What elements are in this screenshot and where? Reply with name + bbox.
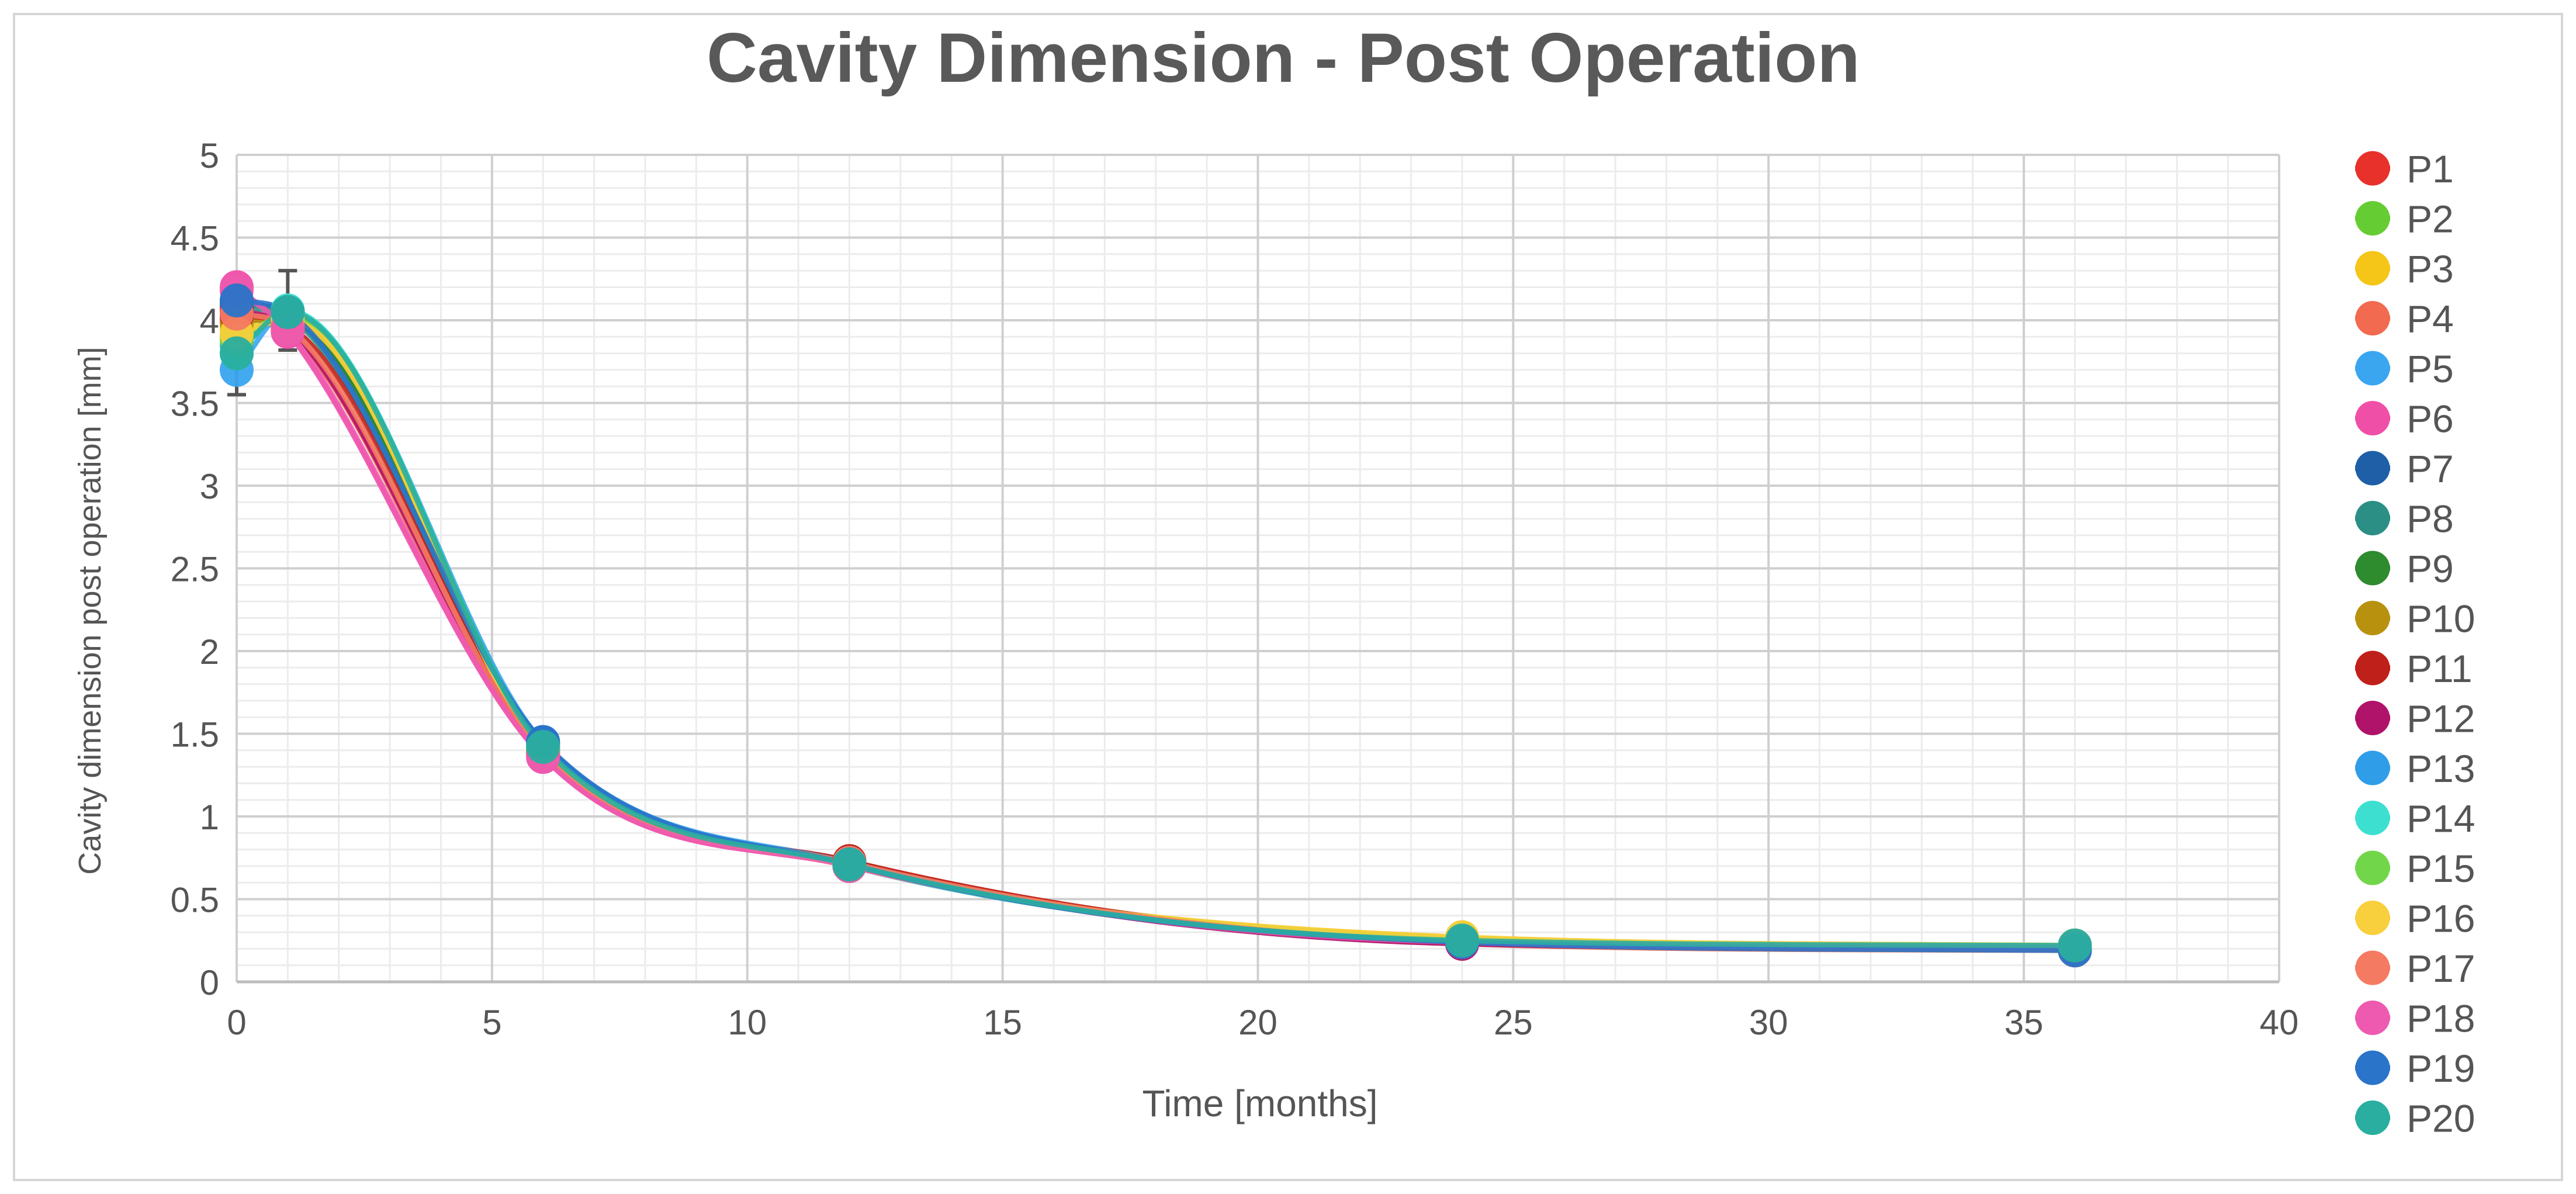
legend-label-p15: P15 bbox=[2407, 847, 2475, 890]
legend-label-p19: P19 bbox=[2407, 1047, 2475, 1090]
legend-marker-p5 bbox=[2355, 351, 2390, 386]
legend: P1 P2 P3 P4 P5 P6 P7 P8 P9 P10 P11 P12 P13 P14 P15 P16 P… bbox=[2355, 147, 2475, 1140]
x-tick-label: 10 bbox=[728, 1003, 767, 1042]
y-tick-label: 0.5 bbox=[171, 881, 219, 920]
legend-marker-p16 bbox=[2355, 901, 2390, 935]
legend-marker-p4 bbox=[2355, 301, 2390, 335]
legend-label-p7: P7 bbox=[2407, 447, 2454, 490]
legend-label-p16: P16 bbox=[2407, 897, 2475, 940]
grid-major bbox=[236, 154, 2280, 983]
y-tick-label: 3.5 bbox=[171, 385, 219, 424]
y-tick-label: 1.5 bbox=[171, 715, 219, 755]
legend-marker-p10 bbox=[2355, 601, 2390, 635]
data-point-p20 bbox=[2058, 928, 2092, 963]
y-axis-ticks: 0 0.5 1 1.5 2 2.5 3 3.5 4 4.5 5 bbox=[171, 136, 219, 1002]
data-point-p20 bbox=[526, 730, 560, 764]
legend-marker-p15 bbox=[2355, 850, 2390, 885]
legend-label-p10: P10 bbox=[2407, 597, 2475, 641]
legend-label-p8: P8 bbox=[2407, 497, 2454, 541]
legend-label-p18: P18 bbox=[2407, 997, 2475, 1040]
legend-marker-p20 bbox=[2355, 1100, 2390, 1135]
legend-marker-p1 bbox=[2355, 151, 2390, 186]
legend-marker-p7 bbox=[2355, 451, 2390, 486]
legend-marker-p13 bbox=[2355, 750, 2390, 785]
data-point-p20 bbox=[220, 336, 254, 371]
series-line-p20 bbox=[235, 309, 2075, 949]
x-tick-label: 25 bbox=[1494, 1003, 1533, 1042]
legend-marker-p14 bbox=[2355, 801, 2390, 835]
y-tick-label: 0 bbox=[200, 963, 219, 1002]
legend-label-p2: P2 bbox=[2407, 198, 2454, 241]
y-tick-label: 1 bbox=[200, 798, 219, 837]
legend-marker-p19 bbox=[2355, 1050, 2390, 1085]
x-tick-label: 30 bbox=[1749, 1003, 1788, 1042]
x-tick-label: 35 bbox=[2004, 1003, 2044, 1042]
y-axis-title: Cavity dimension post operation [mm] bbox=[72, 347, 108, 874]
legend-label-p14: P14 bbox=[2407, 797, 2475, 840]
y-tick-label: 3 bbox=[200, 467, 219, 506]
legend-label-p12: P12 bbox=[2407, 697, 2475, 740]
legend-label-p17: P17 bbox=[2407, 947, 2475, 990]
legend-marker-p12 bbox=[2355, 701, 2390, 735]
legend-marker-p6 bbox=[2355, 401, 2390, 435]
data-point-p20 bbox=[1445, 923, 1479, 958]
legend-label-p3: P3 bbox=[2407, 247, 2454, 290]
x-axis-ticks: 0 5 10 15 20 25 30 35 40 bbox=[227, 1003, 2298, 1042]
legend-marker-p9 bbox=[2355, 551, 2390, 586]
y-tick-label: 4 bbox=[200, 302, 219, 341]
y-tick-label: 2 bbox=[200, 632, 219, 672]
legend-label-p1: P1 bbox=[2407, 147, 2454, 191]
y-tick-label: 4.5 bbox=[171, 219, 219, 258]
x-tick-label: 20 bbox=[1238, 1003, 1277, 1042]
x-axis-title: Time [months] bbox=[1142, 1082, 1377, 1124]
data-point-p20 bbox=[832, 847, 867, 882]
legend-label-p20: P20 bbox=[2407, 1097, 2475, 1140]
x-tick-label: 15 bbox=[983, 1003, 1022, 1042]
y-tick-label: 5 bbox=[200, 136, 219, 175]
legend-label-p4: P4 bbox=[2407, 297, 2454, 341]
legend-label-p9: P9 bbox=[2407, 547, 2454, 590]
legend-marker-p2 bbox=[2355, 201, 2390, 236]
legend-label-p5: P5 bbox=[2407, 347, 2454, 390]
legend-marker-p3 bbox=[2355, 251, 2390, 286]
x-tick-label: 0 bbox=[227, 1003, 246, 1042]
data-point-p19 bbox=[220, 283, 254, 318]
legend-marker-p18 bbox=[2355, 1001, 2390, 1035]
x-tick-label: 40 bbox=[2260, 1003, 2299, 1042]
legend-marker-p11 bbox=[2355, 650, 2390, 686]
legend-marker-p8 bbox=[2355, 501, 2390, 535]
legend-label-p13: P13 bbox=[2407, 747, 2475, 790]
chart-title: Cavity Dimension - Post Operation bbox=[707, 19, 1860, 97]
legend-marker-p17 bbox=[2355, 950, 2390, 985]
x-tick-label: 5 bbox=[482, 1003, 501, 1042]
legend-label-p6: P6 bbox=[2407, 397, 2454, 441]
legend-label-p11: P11 bbox=[2407, 647, 2473, 690]
series-markers bbox=[220, 270, 2092, 968]
y-tick-label: 2.5 bbox=[171, 550, 219, 589]
data-point-p20 bbox=[271, 295, 305, 329]
